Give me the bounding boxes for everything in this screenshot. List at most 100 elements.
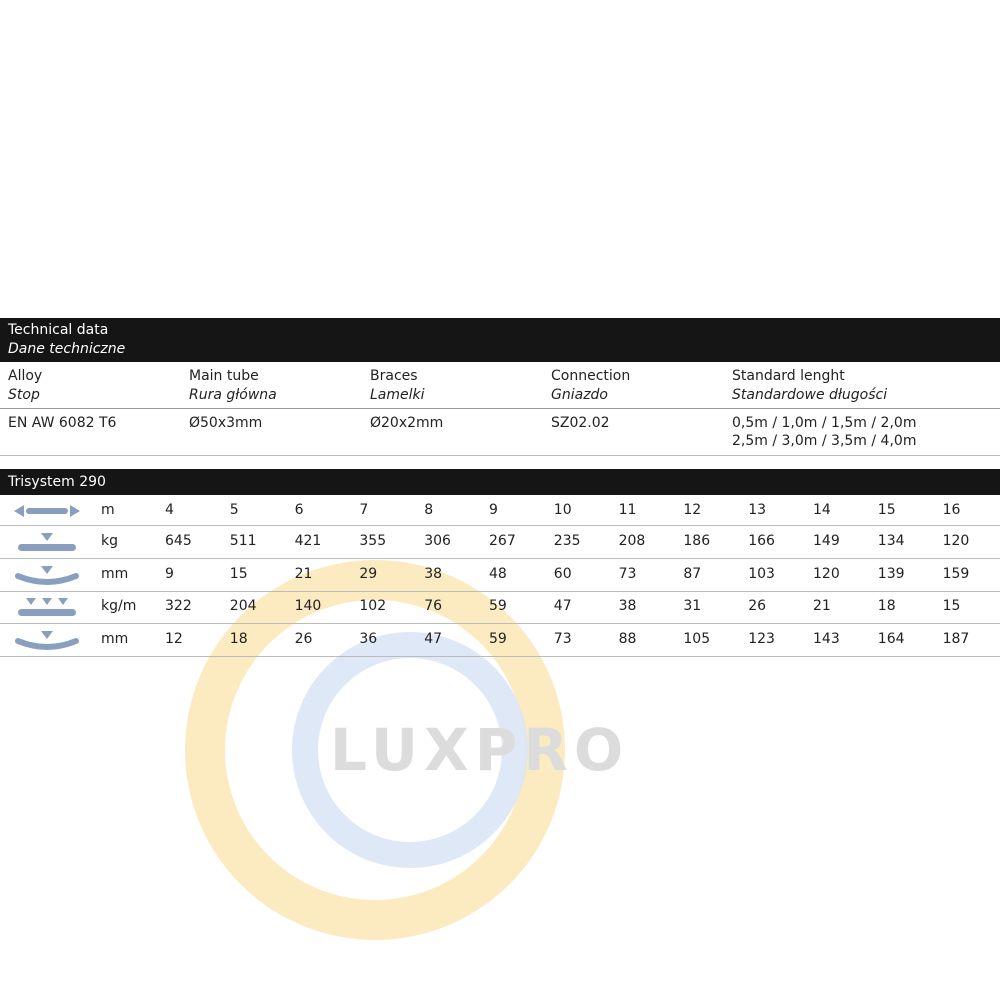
table-cell: 59 (489, 598, 507, 614)
table-cell: 159 (942, 565, 970, 582)
row-divider (0, 558, 1000, 559)
table-cell: 38 (424, 565, 443, 582)
row-divider (0, 623, 1000, 624)
table-cell: 14 (813, 501, 831, 518)
table-cell: 31 (683, 598, 702, 614)
table-cell: 11 (618, 501, 637, 518)
table-cell: 235 (553, 532, 581, 549)
table-cell: 18 (229, 630, 248, 647)
table-cell: 15 (877, 501, 896, 518)
row-unit: mm (101, 630, 129, 647)
table-cell: 120 (813, 565, 840, 582)
table-cell: 7 (359, 501, 369, 518)
table-cell: 143 (813, 630, 840, 647)
table-cell: 186 (683, 532, 711, 549)
table-cell: 15 (229, 565, 248, 582)
table-cell: 511 (229, 532, 257, 549)
spec-value: 0,5m / 1,0m / 1,5m / 2,0m (732, 415, 917, 431)
spec-value: Ø20x2mm (370, 415, 444, 431)
row-unit: kg/m (101, 598, 137, 614)
table-cell: 102 (359, 598, 387, 614)
table-cell: 13 (748, 501, 767, 518)
row-unit: mm (101, 565, 129, 582)
table-cell: 9 (489, 501, 498, 518)
table-cell: 204 (229, 598, 257, 614)
technical-data-header: Technical data Dane techniczne (0, 318, 1000, 362)
table-cell: 267 (489, 532, 516, 549)
spec-value-2: 2,5m / 3,0m / 3,5m / 4,0m (732, 433, 917, 449)
spec-label: Standard lenght (732, 368, 845, 384)
spec-label: Connection (551, 368, 631, 384)
spec-label-pl: Rura główna (189, 387, 277, 403)
table-cell: 139 (877, 565, 905, 582)
table-cell: 47 (424, 630, 443, 647)
table-cell: 164 (877, 630, 905, 647)
table-cell: 421 (294, 532, 322, 549)
spec-value: SZ02.02 (551, 415, 610, 431)
table-cell: 6 (294, 501, 304, 518)
table-cell: 12 (683, 501, 702, 518)
row-divider (0, 525, 1000, 526)
table-cell: 8 (424, 501, 434, 518)
table-cell: 5 (229, 501, 239, 518)
spec-label-pl: Standardowe długości (732, 387, 888, 403)
spec-label-pl: Gniazdo (551, 387, 608, 403)
table-cell: 134 (877, 532, 905, 549)
table-cell: 123 (748, 630, 775, 647)
table-cell: 26 (748, 598, 767, 614)
table-cell: 48 (489, 565, 507, 582)
svg-text:LUXPRO: LUXPRO (330, 716, 629, 784)
point-load-deflection-icon (15, 565, 79, 585)
distributed-load-icon (18, 598, 76, 616)
point-load-icon (18, 532, 76, 551)
table-cell: 120 (942, 532, 970, 549)
spec-label: Main tube (189, 368, 259, 384)
table-cell: 208 (618, 532, 646, 549)
spec-value: Ø50x3mm (189, 415, 263, 431)
row-unit: kg (101, 532, 118, 549)
row-divider (0, 591, 1000, 592)
table-cell: 355 (359, 532, 387, 549)
table-cell: 38 (618, 598, 637, 614)
table-cell: 73 (618, 565, 637, 582)
table-cell: 29 (359, 565, 378, 582)
table-cell: 4 (165, 501, 174, 518)
spec-value: EN AW 6082 T6 (8, 415, 117, 431)
technical-data-title: Technical data (8, 322, 109, 338)
table-cell: 73 (553, 630, 572, 647)
table-cell: 12 (165, 630, 183, 647)
table-cell: 9 (165, 565, 174, 582)
span-length-icon (14, 504, 80, 517)
table-cell: 166 (748, 532, 775, 549)
table-cell: 59 (489, 630, 507, 647)
table-cell: 15 (942, 598, 961, 614)
table-cell: 103 (748, 565, 775, 582)
table-cell: 21 (813, 598, 831, 614)
technical-data-title-pl: Dane techniczne (8, 341, 126, 357)
distributed-load-deflection-icon (15, 630, 79, 650)
table-cell: 60 (553, 565, 572, 582)
table-cell: 105 (683, 630, 711, 647)
spec-label: Braces (370, 368, 418, 384)
table-cell: 149 (813, 532, 840, 549)
spec-label-pl: Lamelki (370, 387, 425, 403)
table-cell: 76 (424, 598, 443, 614)
table-cell: 36 (359, 630, 378, 647)
table-cell: 10 (553, 501, 572, 518)
table-cell: 18 (877, 598, 896, 614)
spec-label-pl: Stop (8, 387, 40, 403)
table-cell: 88 (618, 630, 637, 647)
spec-label: Alloy (8, 368, 43, 384)
table-cell: 47 (553, 598, 572, 614)
row-unit: m (101, 501, 115, 518)
table-cell: 187 (942, 630, 970, 647)
table-cell: 322 (165, 598, 192, 614)
table-cell: 87 (683, 565, 702, 582)
table-cell: 21 (294, 565, 313, 582)
table-cell: 645 (165, 532, 192, 549)
row-divider (0, 656, 1000, 657)
table-cell: 16 (942, 501, 961, 518)
trisystem-header: Trisystem 290 (0, 469, 1000, 495)
trisystem-title: Trisystem 290 (8, 474, 106, 490)
